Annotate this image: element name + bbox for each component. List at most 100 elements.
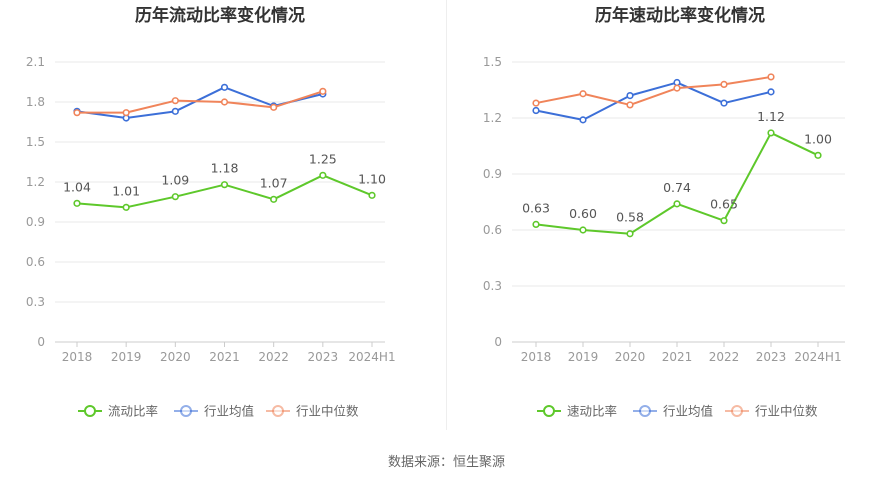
legend-marker-icon (180, 405, 192, 417)
series-line-industry_median (77, 90, 324, 114)
data-label: 0.74 (663, 180, 691, 195)
data-label: 1.12 (757, 109, 785, 124)
data-point-company (579, 226, 587, 234)
y-tick-label: 0.3 (26, 295, 45, 309)
data-point-industry_avg (220, 83, 229, 91)
data-label: 1.07 (260, 175, 288, 190)
legend-label: 行业中位数 (296, 404, 359, 419)
y-tick-label: 0.9 (26, 215, 45, 229)
y-tick-label: 0.9 (483, 167, 502, 181)
legend-item-company: 速动比率 (537, 404, 617, 419)
y-tick-label: 0.3 (483, 279, 502, 293)
data-label: 1.00 (804, 131, 832, 146)
data-label: 0.60 (569, 206, 597, 221)
y-tick-label: 0.6 (483, 223, 502, 237)
data-point-company (767, 129, 775, 137)
legend-label: 速动比率 (567, 404, 617, 419)
panel-divider (446, 0, 447, 430)
data-point-industry_avg (720, 99, 728, 107)
legend-marker-icon (543, 405, 555, 417)
x-tick-label: 2019 (568, 350, 599, 364)
data-label: 1.18 (211, 161, 239, 176)
data-source: 数据来源：恒生聚源 (387, 455, 505, 470)
y-tick-label: 1.5 (483, 55, 502, 69)
legend-label: 行业均值 (663, 404, 713, 419)
x-tick-label: 2018 (62, 350, 93, 364)
data-point-company (814, 151, 822, 159)
legend-item-industry_median: 行业中位数 (725, 404, 818, 419)
data-label: 0.65 (710, 197, 738, 212)
y-tick-label: 0.6 (26, 255, 45, 269)
data-point-company (368, 191, 376, 199)
data-point-industry_median (720, 80, 728, 88)
y-tick-label: 1.5 (26, 135, 45, 149)
data-point-industry_avg (171, 107, 179, 115)
data-label: 1.09 (161, 173, 189, 188)
data-point-industry_median (579, 90, 587, 98)
legend-item-industry_avg: 行业均值 (174, 404, 254, 419)
x-tick-label: 2021 (209, 350, 240, 364)
legend-marker-icon (639, 405, 651, 417)
data-point-industry_median (673, 84, 681, 92)
y-tick-label: 1.2 (26, 175, 45, 189)
chart-2: 历年速动比率变化情况 0 0.3 0.6 0.9 1.2 1.5 2018 2019 2020 20… (483, 5, 845, 419)
data-point-industry_median (122, 109, 130, 117)
data-point-industry_median (319, 87, 327, 95)
x-tick-label: 2022 (709, 350, 740, 364)
data-point-industry_avg (626, 91, 634, 100)
series-line-industry_avg (535, 81, 772, 121)
data-label: 1.25 (309, 151, 337, 166)
x-tick-label: 2021 (662, 350, 693, 364)
data-point-company (122, 203, 130, 211)
chart-title: 历年流动比率变化情况 (135, 5, 305, 26)
data-point-industry_median (532, 99, 540, 107)
x-tick-label: 2024H1 (794, 350, 841, 364)
legend-label: 流动比率 (108, 404, 158, 419)
y-tick-label: 1.2 (483, 111, 502, 125)
data-point-industry_avg (579, 116, 587, 124)
legend-item-company: 流动比率 (78, 404, 158, 419)
data-point-company (626, 230, 634, 238)
data-point-industry_median (73, 109, 81, 117)
x-tick-label: 2019 (111, 350, 142, 364)
x-tick-label: 2022 (258, 350, 289, 364)
data-label: 0.63 (522, 200, 550, 215)
data-point-company (270, 195, 278, 203)
x-tick-label: 2018 (521, 350, 552, 364)
chart-title: 历年速动比率变化情况 (595, 5, 765, 26)
legend-item-industry_avg: 行业均值 (633, 404, 713, 419)
x-tick-label: 2023 (756, 350, 787, 364)
chart-1: 历年流动比率变化情况 0 0.3 0.6 0.9 1.2 1.5 1.8 2.1 2018 2019… (26, 5, 396, 419)
data-point-industry_median (767, 73, 775, 81)
data-point-industry_avg (673, 78, 681, 87)
legend-marker-icon (272, 405, 284, 417)
y-tick-label: 0 (494, 335, 502, 349)
data-label: 1.01 (112, 183, 140, 198)
x-tick-label: 2023 (308, 350, 339, 364)
data-label: 1.10 (358, 171, 386, 186)
series-line-industry_median (535, 75, 772, 106)
legend-marker-icon (731, 405, 743, 417)
charts-canvas: 历年流动比率变化情况 0 0.3 0.6 0.9 1.2 1.5 1.8 2.1 2018 2019… (26, 5, 845, 419)
y-tick-label: 1.8 (26, 95, 45, 109)
legend-label: 行业中位数 (755, 404, 818, 419)
y-tick-label: 2.1 (26, 55, 45, 69)
data-point-company (532, 220, 540, 228)
data-label: 1.04 (63, 179, 91, 194)
data-point-industry_median (220, 98, 229, 106)
data-point-company (73, 199, 81, 207)
x-tick-label: 2024H1 (348, 350, 395, 364)
data-point-company (171, 193, 179, 201)
y-tick-label: 0 (37, 335, 45, 349)
legend-label: 行业均值 (204, 404, 254, 419)
data-point-industry_median (626, 101, 634, 109)
data-point-industry_median (171, 97, 179, 105)
legend-marker-icon (84, 405, 96, 417)
data-point-industry_median (270, 103, 278, 111)
data-point-industry_avg (767, 88, 775, 96)
x-tick-label: 2020 (615, 350, 646, 364)
data-point-industry_avg (532, 106, 540, 115)
data-label: 0.58 (616, 210, 644, 225)
data-point-company (673, 200, 681, 208)
data-point-company (220, 181, 229, 189)
